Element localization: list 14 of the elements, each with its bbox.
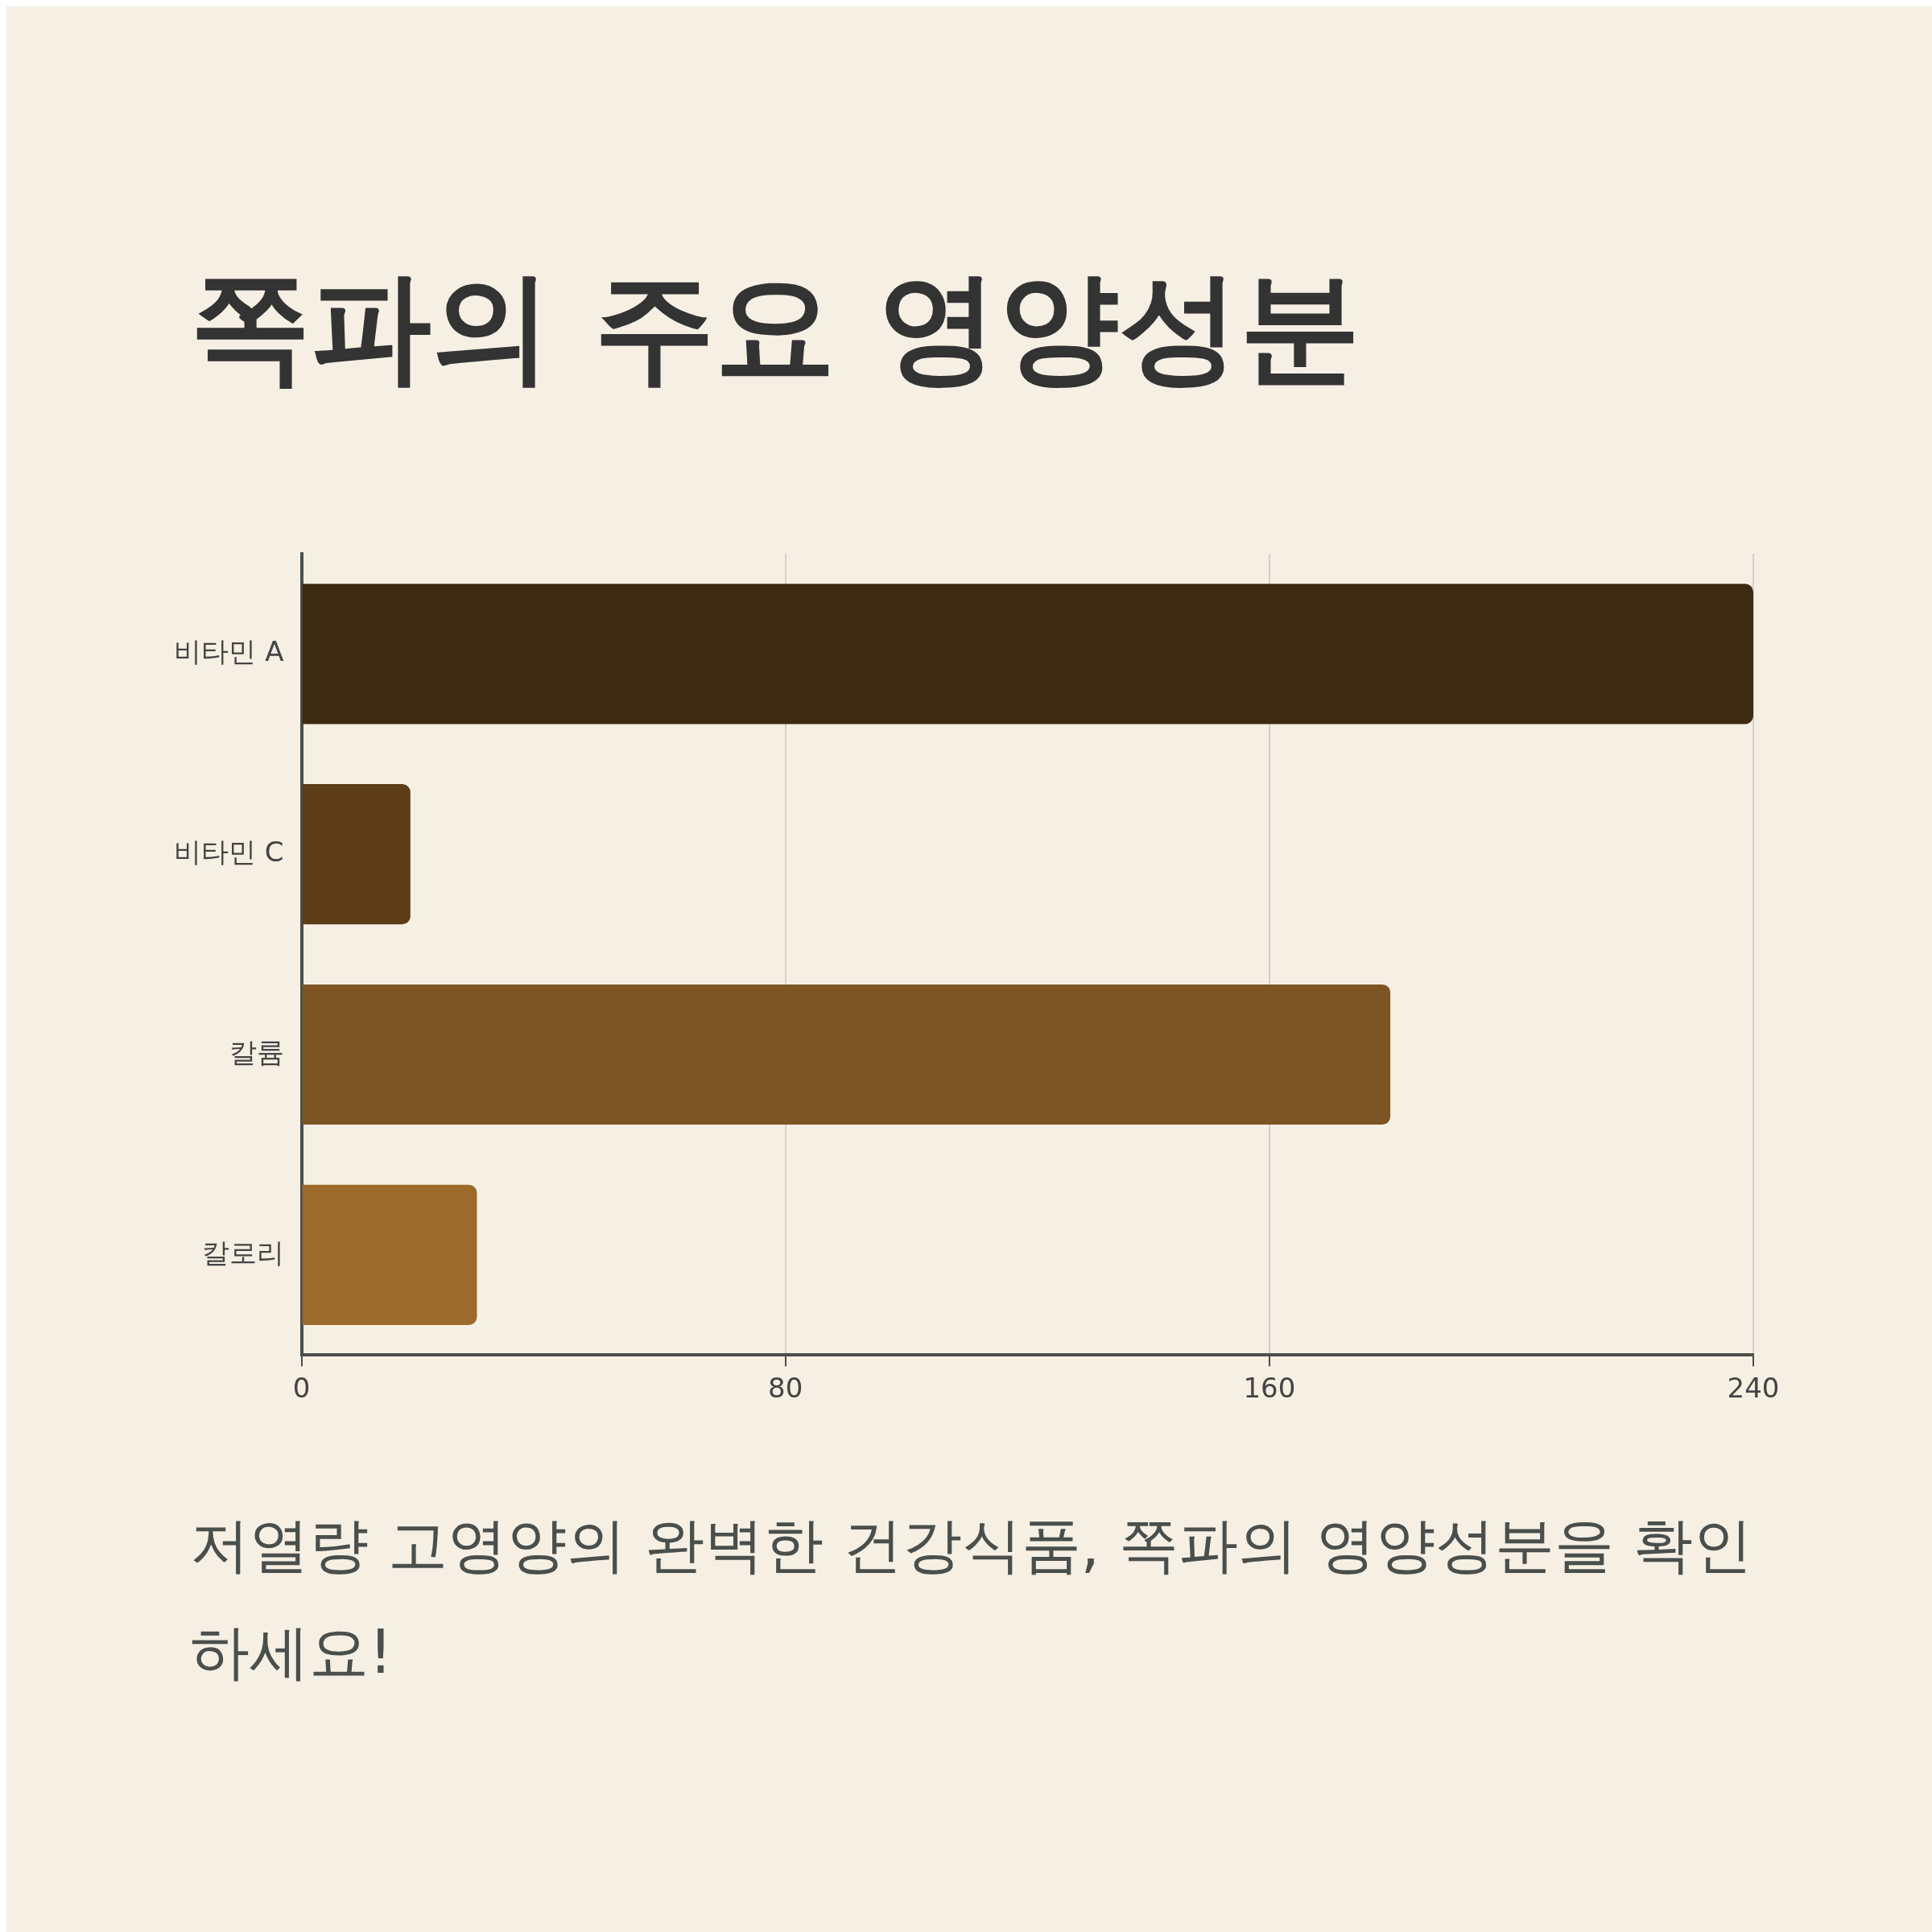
x-tick-label: 160 — [1243, 1372, 1296, 1405]
y-tick-label: 칼륨 — [229, 1035, 284, 1068]
x-tick-label: 80 — [768, 1372, 803, 1405]
y-tick-label: 칼로리 — [201, 1236, 284, 1269]
x-tick-label: 0 — [292, 1372, 311, 1405]
y-tick-label: 비타민 A — [174, 635, 284, 668]
bar — [302, 784, 411, 925]
y-tick-label: 비타민 C — [173, 836, 284, 869]
text: 저열량 고영양의 완벽한 건강식품, 쪽파의 영양성분을 확인하세요! — [190, 1509, 1753, 1689]
x-tick-label: 240 — [1727, 1372, 1780, 1405]
bar — [302, 584, 1753, 724]
bar — [302, 984, 1391, 1125]
bar — [302, 1184, 477, 1325]
chart-title: 쪽파의 주요 영양성분 — [190, 256, 1361, 398]
